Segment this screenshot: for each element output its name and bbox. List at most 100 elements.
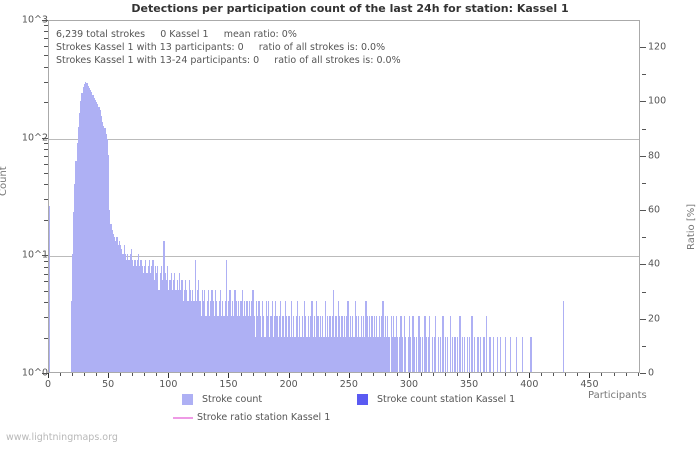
bar — [181, 280, 183, 372]
bar — [477, 336, 479, 372]
bar — [168, 289, 170, 372]
legend-label: Stroke count — [202, 394, 263, 405]
bar — [288, 315, 290, 372]
bar — [224, 301, 226, 372]
bar — [343, 315, 345, 372]
legend-item-stroke-count[interactable]: Stroke count — [182, 394, 262, 405]
y2-axis-minor-tick — [642, 128, 646, 130]
bar — [302, 336, 305, 372]
bar — [145, 259, 147, 372]
bar — [447, 336, 449, 372]
bar — [422, 336, 424, 372]
bar — [154, 265, 157, 372]
bar — [49, 205, 51, 372]
bar — [126, 259, 128, 372]
bar — [382, 301, 384, 372]
bar — [86, 82, 88, 372]
bar — [177, 289, 179, 372]
bar — [403, 315, 406, 372]
y-axis-minor-tick — [44, 302, 48, 304]
bar — [391, 336, 394, 372]
x-axis-tick — [469, 373, 471, 378]
bar — [194, 259, 196, 372]
x-axis-minor-tick — [613, 373, 615, 376]
bar — [283, 336, 285, 372]
bar — [358, 315, 360, 372]
chart-legend: Stroke count Stroke count station Kassel… — [0, 392, 700, 432]
bar — [157, 265, 159, 372]
x-axis-tick — [288, 373, 290, 378]
bar — [129, 254, 131, 372]
x-axis-minor-tick — [565, 373, 567, 376]
bar — [70, 301, 72, 372]
y-axis-minor-tick — [44, 337, 48, 339]
legend-item-stroke-count-station[interactable]: Stroke count station Kassel 1 — [357, 394, 515, 405]
bar — [308, 336, 311, 372]
y-axis-minor-tick — [44, 266, 48, 268]
bar — [218, 301, 220, 372]
bar — [247, 315, 249, 372]
bar — [431, 336, 433, 372]
bar — [355, 315, 358, 372]
bar — [216, 301, 218, 372]
bar — [313, 315, 315, 372]
bar — [132, 259, 134, 372]
bar — [521, 336, 524, 372]
x-axis-tick-label: 50 — [102, 379, 115, 390]
bar — [366, 315, 368, 372]
bar — [153, 280, 155, 372]
x-axis-tick-label: 0 — [44, 379, 52, 390]
bar — [464, 336, 466, 372]
bar — [189, 289, 191, 372]
bar — [387, 315, 389, 372]
bar — [390, 315, 392, 372]
bar — [190, 301, 193, 372]
bar — [334, 336, 336, 372]
bar — [258, 301, 260, 372]
x-axis-minor-tick — [384, 373, 386, 376]
bar — [335, 315, 337, 372]
bar — [81, 93, 83, 372]
bar — [483, 336, 485, 372]
bar — [236, 315, 238, 372]
bar — [76, 143, 78, 372]
bar — [195, 301, 197, 372]
y-axis-minor-tick — [44, 143, 48, 145]
bar — [110, 224, 112, 372]
bar — [515, 336, 518, 372]
legend-swatch-icon — [182, 394, 193, 405]
x-axis-tick-label: 350 — [460, 379, 479, 390]
bar — [228, 301, 230, 372]
bar — [471, 315, 473, 372]
bar — [174, 272, 176, 372]
bar — [166, 265, 169, 372]
bar — [97, 104, 99, 372]
bar — [280, 301, 282, 372]
bar — [320, 336, 323, 372]
bar — [346, 315, 348, 372]
bar — [274, 315, 276, 372]
bar — [393, 315, 395, 372]
bar — [106, 138, 108, 372]
y2-axis-tick-label: 40 — [648, 258, 661, 270]
bar — [130, 249, 133, 372]
legend-item-stroke-ratio-station[interactable]: Stroke ratio station Kassel 1 — [173, 412, 330, 423]
bar — [257, 315, 259, 372]
bar — [371, 315, 373, 372]
y-axis-tick — [42, 373, 48, 374]
bar — [325, 336, 327, 372]
y2-axis-tick-label: 60 — [648, 204, 661, 216]
legend-swatch-icon — [357, 394, 368, 405]
y-axis-minor-tick — [44, 38, 48, 40]
bar — [326, 315, 329, 372]
x-axis-tick — [228, 373, 230, 378]
bar — [118, 240, 120, 372]
bar — [212, 301, 214, 372]
bar — [360, 315, 362, 372]
bar — [144, 265, 146, 372]
bar — [440, 336, 442, 372]
bar — [171, 289, 173, 372]
bar — [254, 336, 256, 372]
bar — [248, 301, 250, 372]
bar — [337, 301, 339, 372]
